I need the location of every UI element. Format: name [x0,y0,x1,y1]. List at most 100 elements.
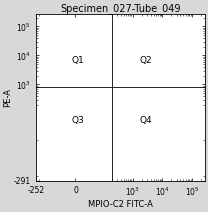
Point [153,106,156,110]
Point [169,95,172,99]
Point [149,103,153,107]
Point [143,98,147,102]
Point [102,96,105,100]
Point [108,92,111,95]
Point [163,131,166,134]
Point [134,96,137,99]
Point [178,103,182,106]
Point [102,97,105,101]
Point [177,106,180,109]
Point [150,109,153,113]
Point [166,90,170,93]
Point [184,113,187,117]
Point [127,102,131,105]
Point [170,93,174,96]
Point [112,115,115,119]
Point [191,100,194,103]
Point [155,134,158,137]
Point [159,133,162,136]
Point [173,101,177,104]
Point [180,111,183,114]
Point [128,105,131,108]
Point [171,105,174,108]
Point [162,99,166,102]
Point [144,116,147,120]
Point [171,92,175,96]
Point [167,94,170,97]
Point [116,99,119,103]
Point [196,123,200,127]
Point [179,90,182,94]
Point [146,121,150,124]
Point [168,95,171,98]
Point [174,114,177,117]
Point [89,90,92,93]
Point [114,99,117,103]
Point [157,123,160,126]
Point [108,86,112,90]
Point [183,103,186,107]
Point [172,97,176,101]
Point [163,124,167,128]
Point [95,119,98,122]
Point [113,94,116,97]
Point [166,88,169,91]
Point [162,100,166,103]
Point [163,86,166,90]
Point [138,119,141,122]
Point [163,94,167,97]
Point [194,99,198,103]
Point [107,90,111,93]
Point [173,96,177,99]
Point [171,99,175,103]
Point [170,91,174,94]
Point [147,100,150,103]
Point [165,92,169,95]
Point [194,106,197,109]
Point [189,124,193,128]
Point [168,101,171,104]
Point [118,96,121,99]
Point [102,97,105,100]
Point [102,102,105,105]
Point [90,97,94,100]
Point [90,99,94,102]
Point [188,103,191,106]
Point [96,92,99,95]
Point [106,104,110,107]
Point [146,112,149,115]
Point [170,102,174,105]
Point [146,118,149,121]
Point [170,114,173,117]
Point [169,95,172,99]
Point [102,89,106,93]
Point [183,117,186,121]
Point [196,132,199,136]
Point [167,106,170,109]
Point [159,92,162,96]
Point [108,92,111,96]
Point [115,92,119,96]
Point [106,97,109,101]
Point [118,103,121,106]
Point [179,108,183,111]
Point [112,100,115,104]
Point [165,119,168,122]
Point [118,87,121,91]
Point [201,110,204,113]
Point [89,93,93,96]
Point [176,99,180,102]
Point [113,99,117,102]
Point [152,117,156,120]
Point [162,91,165,95]
Point [170,124,173,127]
Point [115,120,118,123]
Point [112,90,115,93]
Point [102,100,105,104]
Point [112,99,115,102]
Point [164,128,167,132]
Point [97,93,100,96]
Point [133,122,137,125]
Point [114,95,117,99]
Point [181,91,185,95]
